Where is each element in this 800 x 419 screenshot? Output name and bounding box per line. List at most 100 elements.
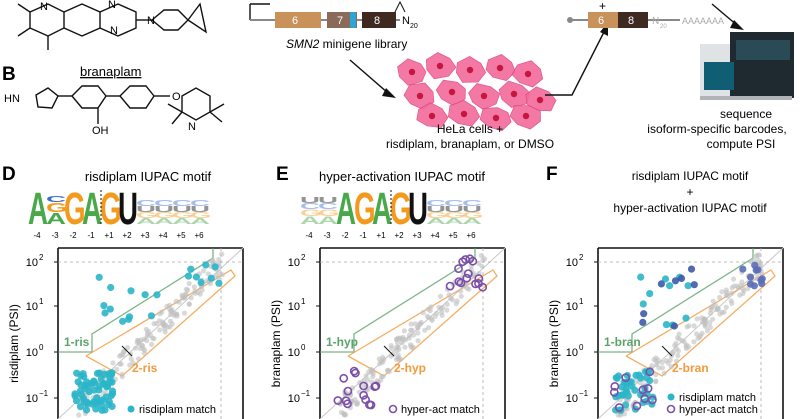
data-point bbox=[182, 294, 188, 300]
match-point bbox=[454, 264, 463, 273]
data-point bbox=[684, 324, 690, 330]
match-point bbox=[76, 403, 85, 411]
data-point bbox=[444, 307, 450, 313]
product-exon-6-block bbox=[588, 12, 618, 28]
region-1-label: 1-hyp bbox=[326, 335, 358, 349]
y-tick-label: 10 bbox=[288, 257, 300, 269]
data-point bbox=[132, 345, 139, 351]
logo-letter-G: G bbox=[300, 208, 322, 218]
branaplam-title: branaplam bbox=[80, 64, 141, 79]
match-point bbox=[614, 403, 624, 412]
logo-letter-G: G bbox=[64, 183, 86, 234]
cell-nucleus bbox=[524, 70, 532, 78]
match-point bbox=[105, 397, 113, 406]
data-point bbox=[436, 304, 442, 310]
n-atom-label: N bbox=[108, 0, 116, 11]
data-point bbox=[412, 321, 418, 327]
product-plus: + bbox=[599, 0, 606, 13]
position-label: +2 bbox=[122, 231, 132, 240]
logo-letter-A: A bbox=[336, 183, 356, 234]
sequence-line2: isoform-specific barcodes, bbox=[647, 122, 786, 136]
region-1-label: 1-ris bbox=[64, 335, 90, 349]
data-point bbox=[186, 301, 192, 307]
match-point bbox=[153, 291, 161, 299]
logo-letter-U: U bbox=[190, 205, 210, 214]
exon-6-label: 6 bbox=[292, 15, 298, 27]
product-exon-6-label: 6 bbox=[598, 15, 604, 27]
product-exon-8-block bbox=[618, 12, 648, 28]
cell-nucleus bbox=[510, 90, 518, 98]
logo-letter-C: C bbox=[318, 202, 338, 211]
y-tick-exponent: 0 bbox=[579, 343, 584, 352]
legend-text: risdiplam match bbox=[679, 392, 756, 404]
legend-marker bbox=[127, 405, 135, 413]
legend-text: risdiplam match bbox=[139, 404, 216, 416]
position-label: -2 bbox=[341, 231, 349, 240]
match-point bbox=[666, 282, 674, 290]
logo-letter-U: U bbox=[408, 183, 428, 234]
position-label: -1 bbox=[87, 231, 95, 240]
n20-label: N bbox=[402, 15, 410, 27]
data-point bbox=[480, 257, 486, 263]
logo-letter-C: C bbox=[462, 199, 482, 208]
data-point bbox=[429, 317, 435, 323]
data-point bbox=[668, 353, 674, 359]
polya-tail: AAAAAAA bbox=[682, 16, 724, 26]
data-point bbox=[444, 301, 450, 307]
logo-letter-C: C bbox=[136, 199, 156, 208]
data-point bbox=[370, 368, 376, 374]
y-tick-label: 10 bbox=[26, 347, 38, 359]
match-point bbox=[141, 291, 149, 299]
data-point bbox=[338, 409, 345, 415]
y-tick-label: 10 bbox=[26, 301, 38, 313]
data-point bbox=[135, 338, 141, 344]
spliced-product bbox=[567, 12, 680, 28]
exon-8-block bbox=[362, 12, 396, 28]
cells-caption-line2: risdiplam, branaplam, or DMSO bbox=[386, 137, 554, 151]
match-point bbox=[343, 399, 352, 409]
logo-letter-C: C bbox=[46, 195, 66, 204]
legend-marker bbox=[667, 393, 675, 401]
match-point bbox=[682, 314, 690, 322]
data-point bbox=[408, 321, 414, 327]
panel-f-title-3: hyper-activation IUPAC motif bbox=[613, 201, 767, 215]
data-point bbox=[124, 345, 131, 351]
logo-letter-A: A bbox=[462, 217, 482, 226]
data-point bbox=[651, 357, 657, 363]
match-point bbox=[456, 278, 466, 288]
data-point bbox=[354, 401, 360, 407]
logo-letter-A: A bbox=[318, 215, 338, 227]
y-tick-label: 10 bbox=[288, 301, 300, 313]
data-point bbox=[378, 377, 384, 383]
match-point bbox=[359, 390, 368, 400]
logo-letter-C: C bbox=[426, 199, 446, 208]
match-point bbox=[147, 312, 155, 320]
match-point bbox=[361, 395, 370, 405]
match-point bbox=[95, 386, 103, 394]
data-point bbox=[408, 327, 414, 333]
data-point bbox=[401, 328, 407, 334]
data-point bbox=[119, 374, 125, 380]
data-point bbox=[395, 355, 401, 361]
match-point bbox=[646, 377, 654, 385]
match-point bbox=[754, 266, 762, 274]
y-tick-label: 10 bbox=[26, 257, 38, 269]
data-point bbox=[76, 412, 82, 418]
cell-nucleus bbox=[536, 96, 544, 104]
match-point bbox=[670, 322, 679, 330]
data-point bbox=[428, 304, 434, 310]
exon-6-block bbox=[275, 12, 321, 28]
match-point bbox=[632, 401, 642, 411]
match-point bbox=[184, 272, 193, 280]
y-tick-exponent: −1 bbox=[39, 389, 49, 398]
oh-label: OH bbox=[92, 125, 109, 137]
match-point bbox=[127, 287, 135, 295]
data-point bbox=[173, 298, 179, 304]
logo-letter-U: U bbox=[426, 205, 446, 214]
match-point bbox=[632, 371, 640, 379]
region-1-outline bbox=[320, 248, 476, 353]
match-point bbox=[211, 263, 219, 271]
panel-label-d: D bbox=[2, 164, 16, 185]
risdiplam-structure bbox=[17, 2, 208, 50]
